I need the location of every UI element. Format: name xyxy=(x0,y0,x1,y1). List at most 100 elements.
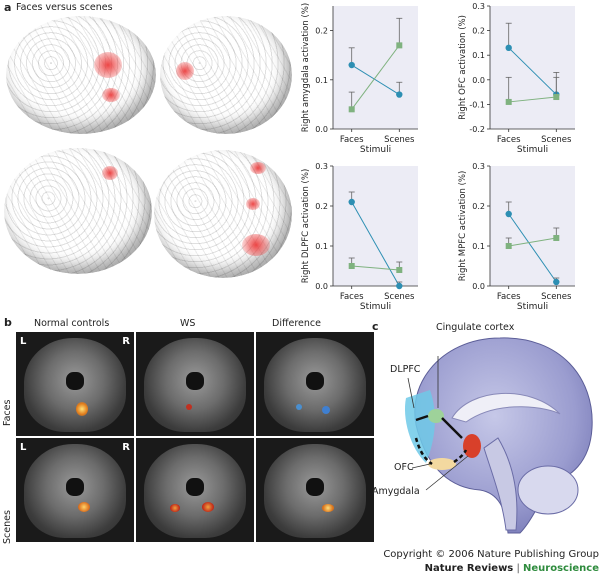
arrow-ofc-amygdala xyxy=(453,449,468,464)
label-cingulate-cortex: Cingulate cortex xyxy=(436,322,515,333)
brain-ventral-view xyxy=(4,148,152,274)
col-difference: Difference xyxy=(272,318,321,329)
y-tick-label-1-1: -0.1 xyxy=(469,100,485,109)
arrow-dlpfc-cingulate xyxy=(415,414,429,422)
brain-right-lateral xyxy=(6,16,156,134)
point-1-green-1 xyxy=(553,94,560,101)
cingulate-region xyxy=(428,409,444,423)
point-2-green-1 xyxy=(396,267,403,273)
y-tick-label-0-0: 0.0 xyxy=(315,125,328,134)
series-line-0-blue xyxy=(351,64,400,95)
series-line-2-blue xyxy=(351,201,400,287)
plot-area-1 xyxy=(490,6,575,129)
corpus-callosum xyxy=(451,393,561,423)
y-tick-label-1-0: -0.2 xyxy=(469,125,485,134)
y-tick-label-2-3: 0.3 xyxy=(315,162,328,171)
mri-ws-faces xyxy=(136,332,254,436)
col-ws: WS xyxy=(180,318,196,329)
x-tick-label-3-0: Faces xyxy=(497,292,521,302)
journal-separator: | xyxy=(513,563,523,574)
point-1-green-0 xyxy=(505,98,512,105)
y-axis-label-3: Right MPFC activation (%) xyxy=(458,171,468,282)
x-axis-label-2: Stimuli xyxy=(360,302,391,312)
point-2-blue-0 xyxy=(348,198,355,206)
arrow-cingulate-amygdala xyxy=(441,417,463,439)
point-3-green-1 xyxy=(553,235,560,241)
series-line-1-green xyxy=(508,96,557,103)
ofc-region xyxy=(428,458,456,470)
y-tick-label-3-0: 0.0 xyxy=(472,282,485,291)
journal-name: Nature Reviews xyxy=(424,563,514,574)
point-0-blue-0 xyxy=(348,61,355,69)
arrow-dlpfc-ofc xyxy=(414,437,433,466)
y-tick-label-1-2: 0.0 xyxy=(472,76,485,85)
series-line-1-blue xyxy=(508,47,557,95)
panel-c-letter: c xyxy=(372,320,379,333)
cerebellum xyxy=(517,465,579,515)
leader-dlpfc xyxy=(407,377,415,409)
journal-section: Neuroscience xyxy=(523,563,599,574)
series-line-0-green xyxy=(351,45,400,110)
y-tick-label-0-2: 0.2 xyxy=(315,27,328,36)
y-tick-label-1-5: 0.3 xyxy=(472,2,485,11)
mri-normal-faces: L R xyxy=(16,332,134,436)
label-dlpfc: DLPFC xyxy=(390,364,421,375)
x-tick-label-3-1: Scenes xyxy=(541,292,572,302)
point-1-blue-0 xyxy=(505,44,512,52)
series-line-3-blue xyxy=(508,213,557,283)
point-2-blue-1 xyxy=(396,282,403,290)
point-0-blue-1 xyxy=(396,91,403,98)
mri-diff-faces xyxy=(256,332,374,436)
x-axis-label-1: Stimuli xyxy=(517,145,548,155)
y-tick-label-1-4: 0.2 xyxy=(472,27,485,36)
mri-right-marker-2: R xyxy=(122,442,130,453)
y-tick-label-3-2: 0.2 xyxy=(472,202,485,211)
x-tick-label-1-0: Faces xyxy=(497,135,521,145)
plot-area-2 xyxy=(333,166,418,286)
leader-ofc xyxy=(411,463,431,469)
brain-dorsal-view xyxy=(154,150,292,278)
panel-b-letter: b xyxy=(4,316,12,329)
series-line-3-green xyxy=(508,237,557,247)
x-tick-label-1-1: Scenes xyxy=(541,135,572,145)
col-normal-controls: Normal controls xyxy=(34,318,110,329)
y-axis-label-1: Right OFC activation (%) xyxy=(458,15,468,120)
copyright-line: Copyright © 2006 Nature Publishing Group xyxy=(383,549,599,560)
x-axis-label-0: Stimuli xyxy=(360,145,391,155)
dlpfc-region xyxy=(404,390,435,463)
x-tick-label-0-1: Scenes xyxy=(384,135,415,145)
y-tick-label-3-3: 0.3 xyxy=(472,162,485,171)
row-scenes-label: Scenes xyxy=(2,510,13,544)
journal-credit: Nature Reviews | Neuroscience xyxy=(425,563,599,574)
y-tick-label-1-3: 0.1 xyxy=(472,51,485,60)
panel-a-title: Faces versus scenes xyxy=(16,2,113,13)
point-3-blue-0 xyxy=(505,210,512,218)
point-3-blue-1 xyxy=(553,278,560,286)
y-axis-label-2: Right DLPFC activation (%) xyxy=(301,169,311,284)
y-axis-label-0: Right amygdala activation (%) xyxy=(301,3,311,132)
label-amygdala: Amygdala xyxy=(372,486,420,497)
mri-ws-scenes xyxy=(136,438,254,542)
point-0-green-1 xyxy=(396,42,403,49)
x-tick-label-2-0: Faces xyxy=(340,292,364,302)
label-ofc: OFC xyxy=(394,462,414,473)
plot-area-3 xyxy=(490,166,575,286)
x-axis-label-3: Stimuli xyxy=(517,302,548,312)
x-tick-label-0-0: Faces xyxy=(340,135,364,145)
y-tick-label-2-2: 0.2 xyxy=(315,202,328,211)
y-tick-label-3-1: 0.1 xyxy=(472,242,485,251)
panel-a-letter: a xyxy=(4,1,12,14)
plot-area-0 xyxy=(333,6,418,129)
brainstem xyxy=(483,437,518,531)
brain-left-lateral xyxy=(160,16,292,134)
row-faces-label: Faces xyxy=(2,399,13,426)
point-0-green-0 xyxy=(348,106,355,113)
y-tick-label-2-1: 0.1 xyxy=(315,242,328,251)
leader-amygdala xyxy=(425,455,469,491)
series-line-2-green xyxy=(351,265,400,271)
mri-normal-scenes: L R xyxy=(16,438,134,542)
mri-diff-scenes xyxy=(256,438,374,542)
point-2-green-0 xyxy=(348,263,355,269)
mri-right-marker: R xyxy=(122,336,130,347)
